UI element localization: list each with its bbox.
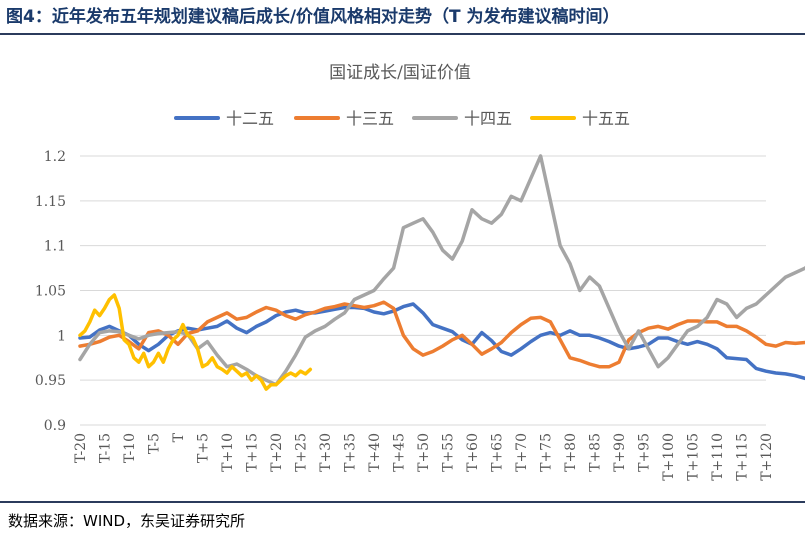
series-group [78, 154, 805, 391]
y-tick-label: 0.9 [44, 418, 66, 434]
y-tick-label: 1.2 [44, 149, 66, 165]
legend-label-1: 十二五 [226, 109, 274, 128]
x-tick-label: T+60 [465, 433, 481, 472]
x-tick-label: T+120 [759, 433, 775, 481]
x-tick-label: T+25 [294, 433, 310, 472]
x-tick-label: T+95 [637, 433, 653, 472]
x-tick-label: T+45 [392, 433, 408, 472]
x-tick-label: T-15 [98, 433, 114, 463]
x-tick-label: T+70 [514, 433, 530, 472]
x-tick-label: T+90 [612, 433, 628, 472]
x-tick-label: T+75 [539, 433, 555, 472]
y-tick-label: 0.95 [35, 373, 66, 389]
x-tick-label: T+105 [686, 433, 702, 481]
x-tick-label: T+65 [490, 433, 506, 472]
x-tick-label: T-5 [147, 433, 163, 454]
legend: 十二五 十三五 十四五 十五五 [174, 109, 630, 128]
top-rule [0, 33, 805, 35]
x-tick-label: T+5 [196, 433, 212, 463]
legend-label-2: 十三五 [346, 109, 394, 128]
x-tick-label: T+55 [441, 433, 457, 472]
bottom-rule [0, 501, 805, 503]
legend-label-3: 十四五 [464, 109, 512, 128]
x-tick-label: T+10 [220, 433, 236, 472]
series-line-1 [78, 302, 805, 381]
x-tick-label: T+35 [343, 433, 359, 472]
x-tick-label: T [171, 432, 187, 442]
x-tick-label: T+80 [563, 433, 579, 472]
x-tick-label: T+15 [245, 433, 261, 472]
x-tick-label: T+20 [269, 433, 285, 472]
figure-title: 图4：近年发布五年规划建议稿后成长/价值风格相对走势（T 为发布建议稿时间） [6, 7, 620, 27]
x-tick-label: T+40 [367, 433, 383, 472]
x-tick-label: T+100 [661, 433, 677, 481]
y-tick-label: 1 [57, 328, 66, 344]
legend-label-4: 十五五 [582, 109, 630, 128]
y-tick-label: 1.15 [35, 194, 66, 210]
series-line-3 [78, 154, 805, 387]
series-line-4 [78, 293, 313, 391]
x-tick-label: T+115 [735, 433, 751, 481]
y-axis: 0.9 0.95 1 1.05 1.1 1.15 1.2 [35, 149, 66, 434]
x-tick-label: T-10 [122, 433, 138, 463]
series-line-2 [78, 300, 805, 369]
chart-title: 国证成长/国证价值 [329, 63, 471, 83]
y-tick-label: 1.1 [44, 239, 66, 255]
gridlines [80, 155, 766, 426]
x-tick-label: T+110 [710, 433, 726, 481]
x-tick-label: T-20 [73, 433, 89, 463]
x-tick-label: T+30 [318, 433, 334, 472]
source-note: 数据来源：WIND，东吴证券研究所 [8, 512, 246, 530]
x-tick-label: T+85 [588, 433, 604, 472]
x-tick-label: T+50 [416, 433, 432, 472]
line-chart: 国证成长/国证价值 十二五 十三五 十四五 十五五 0.9 0.95 1 1.05 1.1 1.… [35, 63, 805, 481]
y-tick-label: 1.05 [35, 284, 66, 300]
x-axis: T-20 T-15 T-10 T-5 T T+5 T+10 T+15 T+20 T+25 T+30 T… [73, 432, 775, 480]
